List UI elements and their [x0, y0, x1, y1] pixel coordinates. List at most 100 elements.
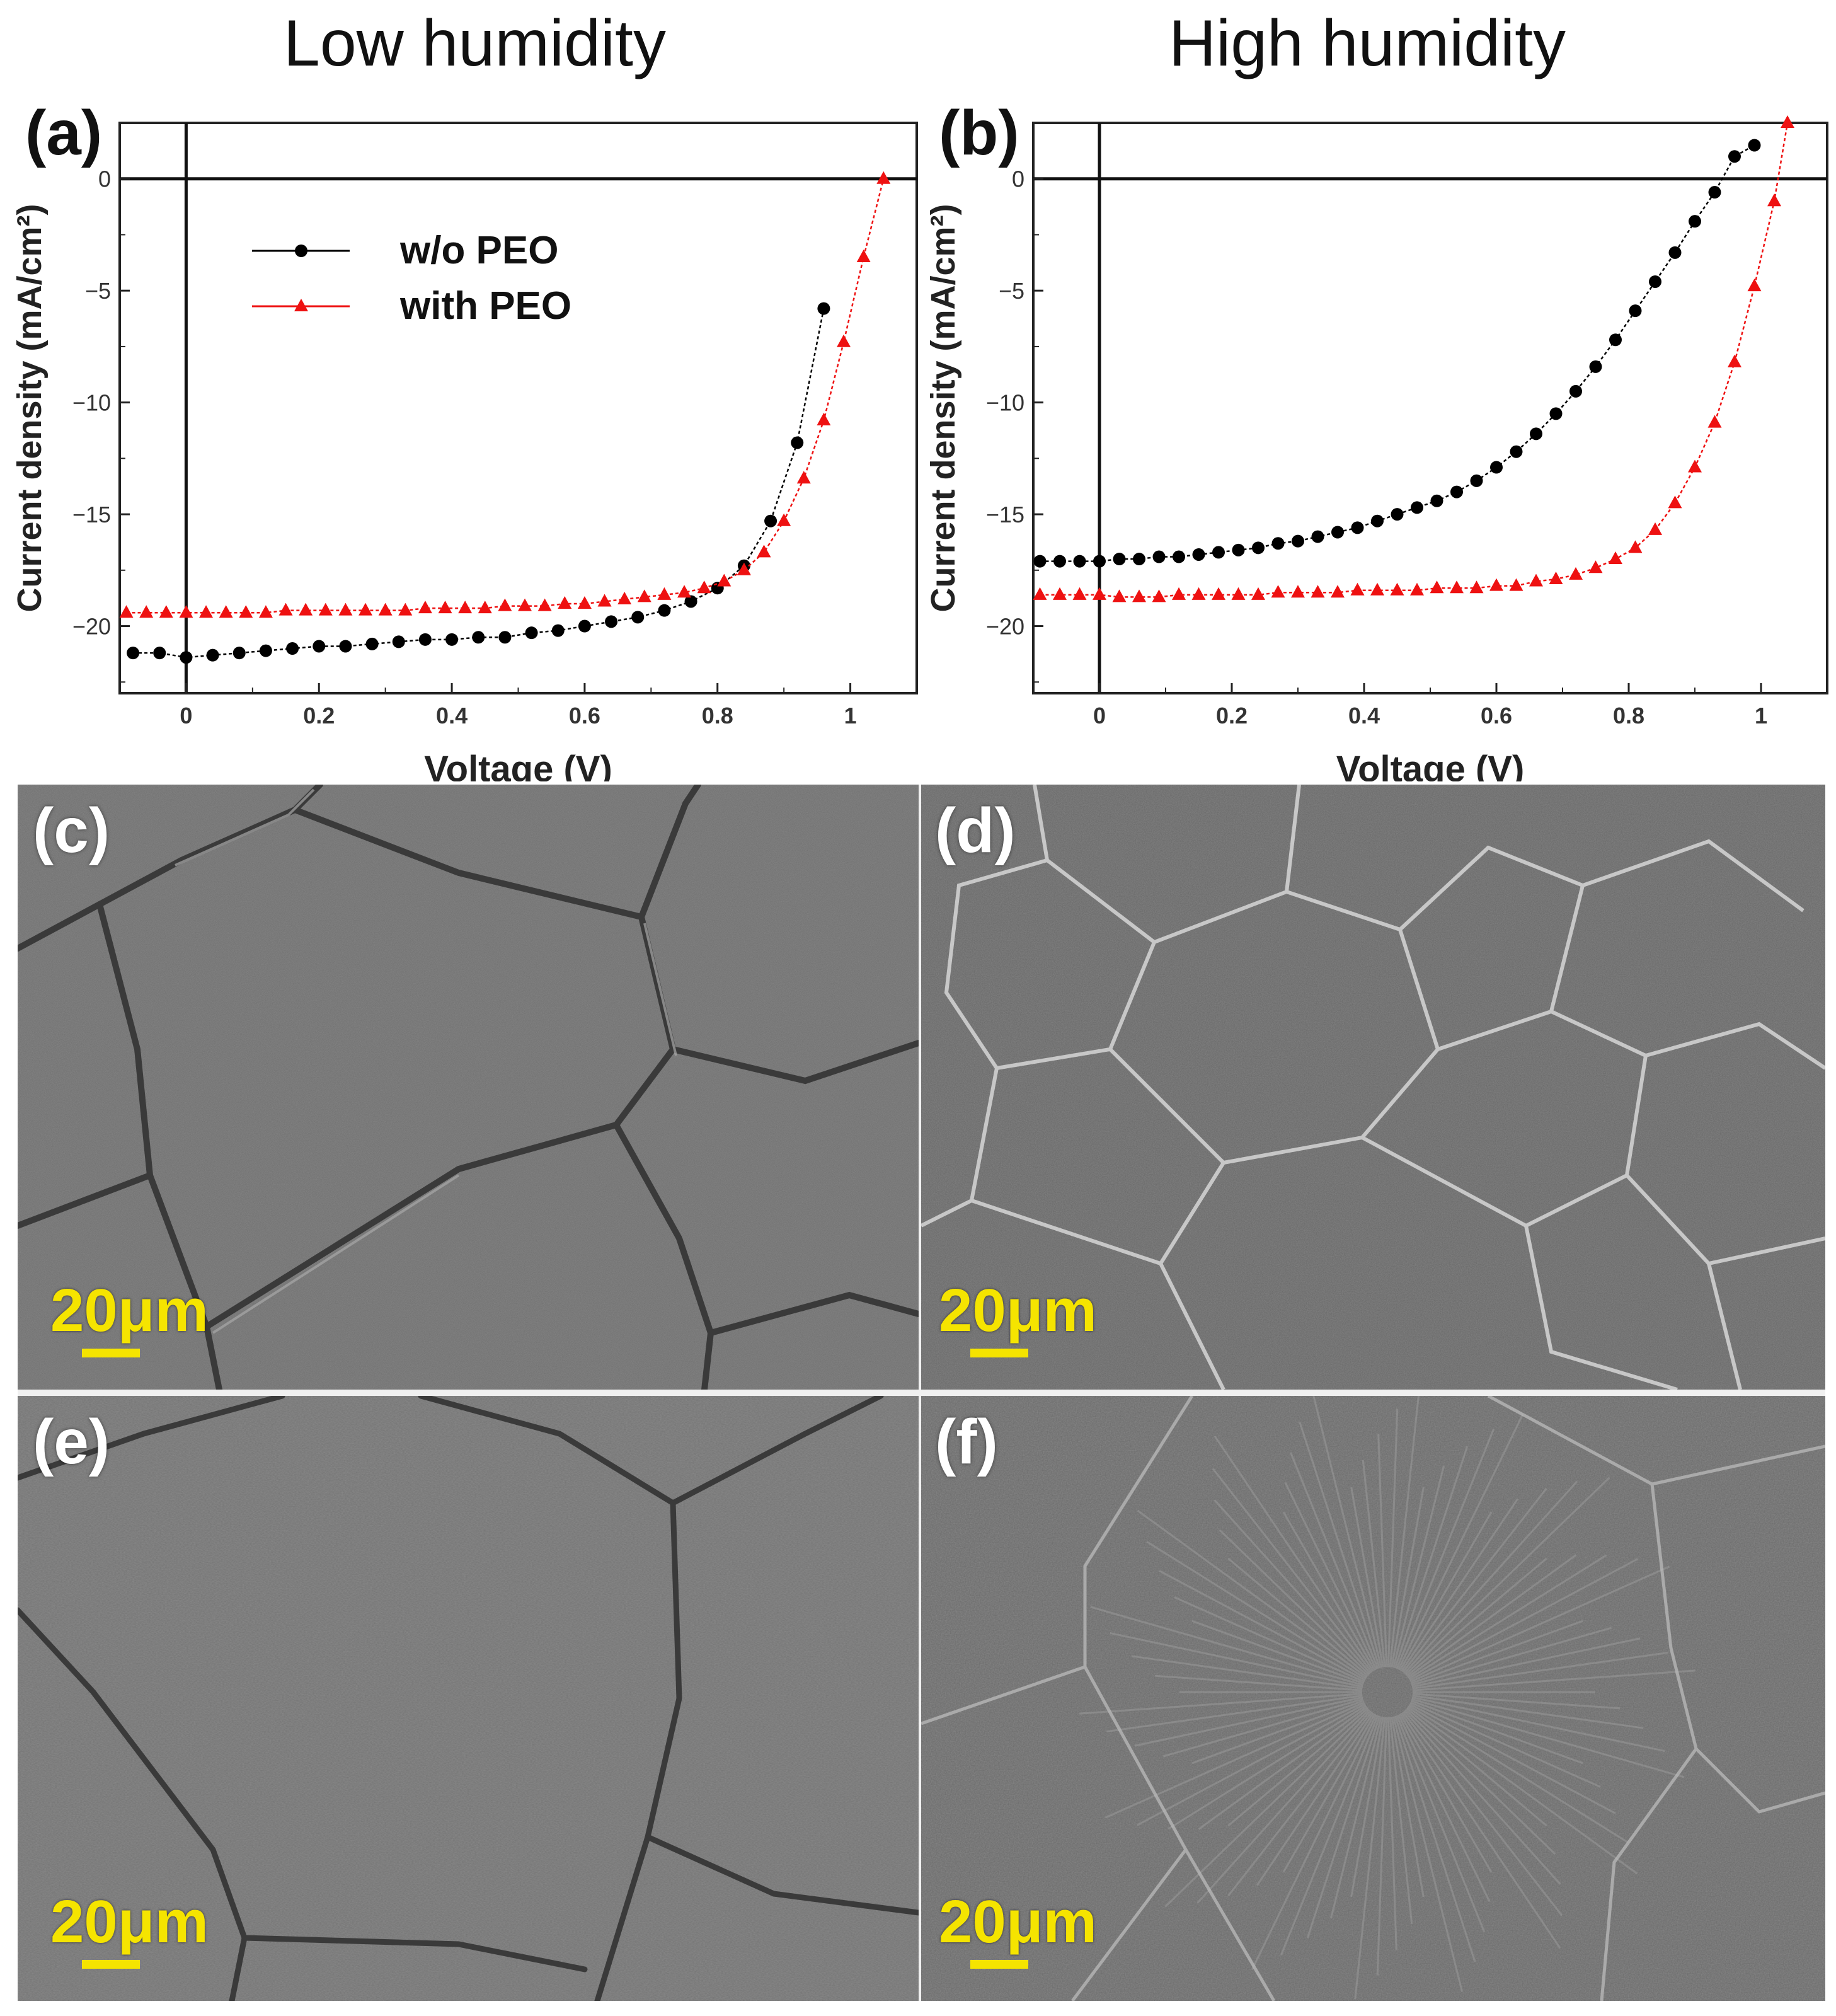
- data-point-b-0: [1450, 485, 1463, 498]
- sem-streak: [1411, 1700, 1583, 1765]
- sem-streak: [1411, 1698, 1685, 1778]
- series-a-0: [127, 302, 830, 664]
- sem-streak: [1397, 1414, 1524, 1670]
- data-point-b-0: [1411, 501, 1423, 514]
- data-point-b-0: [1609, 333, 1622, 347]
- sem-image-c: [18, 785, 919, 1390]
- data-point-b-0: [1490, 461, 1503, 474]
- sem-streak: [1227, 1707, 1369, 1827]
- data-point-b-1: [1033, 587, 1047, 600]
- chart-b: 0 0.2 0.4 0.6 0.8 1 0 −5 −10 −15 −20 Voltage (V) Cur…: [924, 98, 1828, 781]
- x-tick-label-b: 1: [1755, 703, 1767, 729]
- sem-streak: [1134, 1696, 1363, 1747]
- sem-streak: [1407, 1554, 1577, 1678]
- sem-streak: [1402, 1487, 1547, 1673]
- data-point-a-1: [378, 602, 393, 616]
- sem-streak: [1391, 1487, 1425, 1668]
- data-point-a-1: [278, 602, 293, 616]
- panel-label-a: (a): [25, 98, 102, 168]
- sem-streak: [1408, 1554, 1607, 1680]
- data-point-a-0: [605, 615, 618, 628]
- data-point-a-0: [684, 595, 697, 608]
- sem-streak: [1389, 1396, 1420, 1668]
- data-point-b-1: [1450, 580, 1464, 594]
- sem-streak: [1412, 1651, 1668, 1690]
- data-point-a-0: [791, 436, 804, 449]
- sem-streak: [1110, 1632, 1363, 1688]
- sem-streak: [1350, 1487, 1384, 1668]
- sem-streak: [1079, 1693, 1363, 1715]
- x-tick-label-a: 0.6: [569, 703, 600, 729]
- sem-streak: [1406, 1557, 1547, 1677]
- sem-image-d: [921, 785, 1825, 1390]
- series-line-a-1: [126, 178, 885, 614]
- data-point-b-0: [1391, 508, 1404, 521]
- data-point-b-1: [1053, 587, 1067, 600]
- sem-streak: [1409, 1565, 1670, 1683]
- data-point-a-1: [737, 562, 751, 575]
- sem-streak: [1406, 1707, 1547, 1827]
- sem-streak: [1191, 1700, 1364, 1765]
- y-tick-label-b: −20: [986, 614, 1024, 640]
- data-point-b-0: [1173, 550, 1185, 563]
- sem-streak: [1136, 1703, 1366, 1826]
- sem-streak: [1407, 1706, 1638, 1875]
- sem-streak: [1227, 1711, 1373, 1897]
- data-point-a-1: [837, 334, 851, 347]
- x-axis-label-b: Voltage (V): [1336, 749, 1525, 781]
- data-point-b-1: [1112, 589, 1127, 602]
- sem-streak: [1282, 1511, 1376, 1671]
- sem-streak: [1213, 1499, 1372, 1674]
- sem-streak: [1154, 1674, 1363, 1691]
- sem-panel-e: (e) 20μm: [18, 1396, 919, 2001]
- data-point-a-1: [677, 585, 692, 598]
- sem-streak: [1227, 1557, 1369, 1677]
- scale-bar-f: [970, 1960, 1028, 1969]
- data-point-a-0: [365, 637, 379, 650]
- sem-streak: [1389, 1717, 1413, 1925]
- data-point-b-1: [1707, 415, 1722, 428]
- data-point-a-0: [578, 619, 591, 633]
- data-point-a-0: [206, 648, 219, 662]
- sem-streak: [1404, 1477, 1610, 1676]
- sem-streak: [1411, 1696, 1665, 1753]
- data-point-b-0: [1549, 407, 1563, 420]
- data-point-b-1: [1688, 459, 1702, 473]
- sem-streak: [1404, 1708, 1556, 1855]
- data-point-a-0: [392, 635, 405, 648]
- series-line-a-0: [133, 308, 825, 659]
- data-point-a-1: [139, 605, 154, 618]
- data-point-a-1: [537, 598, 552, 611]
- series-a-1: [119, 171, 891, 618]
- sem-streak: [1362, 1460, 1386, 1668]
- sem-streak: [1162, 1698, 1363, 1758]
- sem-streak: [1282, 1713, 1376, 1873]
- panel-label-c: (c): [33, 795, 110, 866]
- panel-label-e: (e): [33, 1407, 110, 1477]
- data-point-b-1: [1410, 582, 1424, 596]
- sem-streak: [1131, 1655, 1363, 1690]
- data-point-a-1: [299, 602, 313, 616]
- x-tick-label-a: 0: [180, 703, 192, 729]
- column-title-high-humidity: High humidity: [1169, 7, 1566, 80]
- data-point-a-1: [498, 598, 512, 611]
- data-point-a-1: [219, 605, 233, 618]
- data-point-b-0: [1311, 530, 1324, 543]
- data-point-b-1: [1781, 115, 1794, 128]
- data-point-a-0: [658, 604, 671, 617]
- data-point-b-1: [1588, 560, 1603, 573]
- data-point-a-1: [817, 413, 831, 426]
- data-point-a-1: [338, 602, 353, 616]
- data-point-b-1: [1093, 587, 1106, 600]
- data-point-a-0: [631, 611, 645, 624]
- data-point-a-1: [876, 171, 891, 184]
- data-point-b-1: [1132, 589, 1146, 602]
- legend-a: w/o PEO with PEO: [252, 229, 571, 328]
- sem-streak: [1397, 1714, 1491, 1903]
- data-point-b-0: [1113, 553, 1126, 566]
- y-tick-label-a: −10: [72, 390, 111, 416]
- sem-streak: [1409, 1701, 1601, 1788]
- data-point-b-1: [1767, 193, 1781, 207]
- data-point-a-1: [418, 601, 432, 614]
- data-point-b-1: [1231, 587, 1246, 600]
